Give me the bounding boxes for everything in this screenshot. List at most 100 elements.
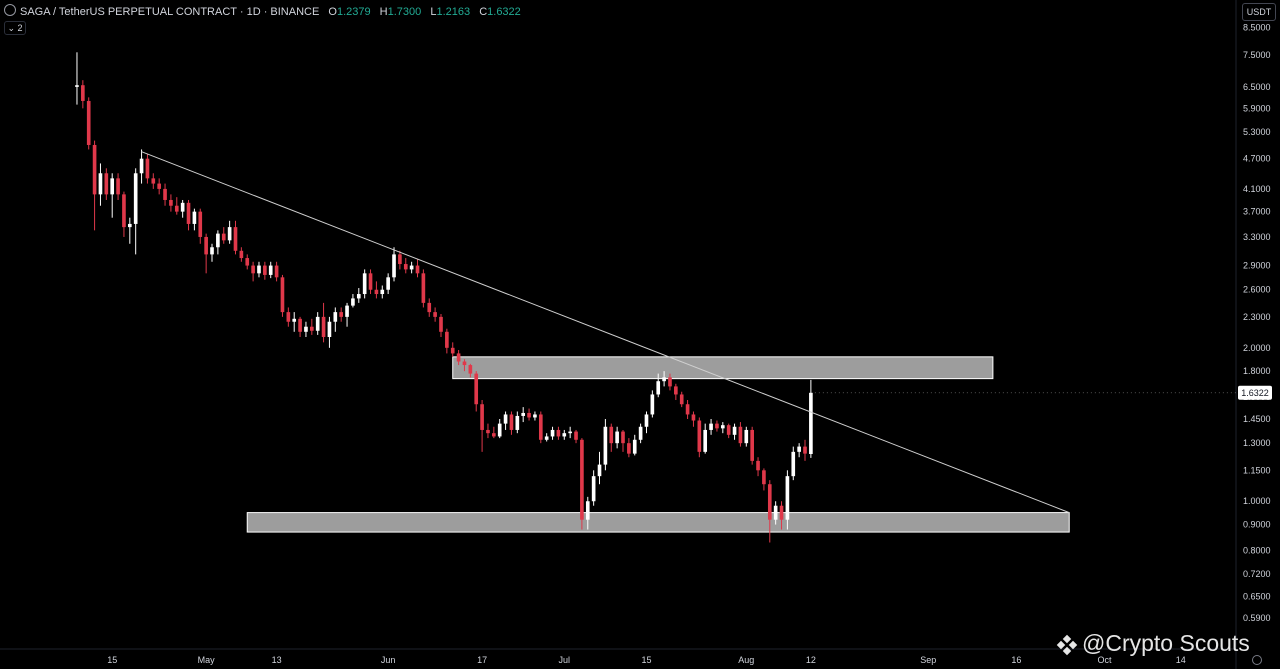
y-tick-label: 4.7000 [1243, 154, 1271, 164]
candle-body [386, 277, 390, 290]
candle [427, 298, 432, 317]
candle-body [174, 205, 179, 212]
candle [762, 468, 766, 491]
candle [656, 373, 661, 398]
candle [691, 411, 696, 427]
candle-body [139, 158, 144, 174]
candle-body [568, 431, 572, 434]
candle-body [697, 420, 702, 452]
candle [497, 418, 502, 439]
candle [756, 457, 760, 477]
candle-body [368, 273, 373, 290]
candle-body [157, 183, 161, 189]
x-tick-label: May [198, 655, 216, 665]
candle [315, 312, 320, 335]
candle [509, 411, 514, 435]
settings-icon[interactable] [1252, 655, 1262, 665]
candle [662, 371, 666, 387]
candle-body [609, 426, 614, 444]
candle [139, 149, 144, 184]
candle [339, 307, 343, 322]
y-tick-label: 2.0000 [1243, 343, 1271, 353]
x-tick-label: 17 [477, 655, 487, 665]
candle-body [292, 318, 297, 322]
candle [750, 426, 754, 465]
candle-body [227, 227, 232, 241]
candle-body [257, 265, 261, 274]
candle [709, 418, 713, 435]
candle [486, 423, 490, 439]
candle [274, 261, 279, 282]
candle-body [603, 426, 608, 465]
candle [310, 318, 314, 335]
candle-body [644, 414, 649, 427]
candle [268, 261, 273, 279]
candle-body [456, 353, 461, 362]
candle [785, 470, 790, 530]
candle-body [198, 211, 203, 237]
candle-body [398, 254, 402, 265]
candle [609, 423, 614, 452]
candle-body [738, 426, 743, 444]
candle [362, 269, 367, 299]
time-axis: 15 May 13 Jun 17 Jul 15 Aug 12 Sep 16 Oct 14 [0, 648, 1236, 665]
candle [603, 418, 608, 471]
candle-body [785, 476, 790, 520]
candle [638, 423, 643, 444]
candle-body [163, 188, 167, 200]
candle [186, 199, 191, 231]
x-tick-label: Jul [559, 655, 571, 665]
candle [574, 429, 578, 444]
candle [409, 261, 414, 274]
resistance-zone [452, 356, 994, 380]
y-tick-label: 3.7000 [1243, 207, 1271, 217]
candle [627, 438, 631, 458]
candle-body [180, 202, 185, 212]
x-tick-label: 13 [272, 655, 282, 665]
candle-body [127, 223, 132, 228]
candle [374, 281, 379, 299]
candle-body [409, 265, 414, 270]
candle [104, 168, 109, 200]
candle-body [403, 264, 408, 270]
candle-body [221, 233, 226, 241]
candle-body [650, 394, 655, 415]
candle [503, 411, 508, 430]
candle-body [656, 381, 661, 395]
candle-body [509, 414, 514, 430]
candle-body [433, 312, 437, 317]
candle [591, 470, 596, 506]
candle-body [732, 426, 737, 435]
candle-body [274, 265, 279, 278]
candle [632, 434, 637, 456]
candle-body [351, 298, 355, 306]
candle [615, 426, 619, 449]
candle [174, 197, 179, 215]
candle [468, 363, 473, 378]
candle [216, 230, 220, 255]
candle [450, 342, 455, 357]
candle-body [75, 85, 79, 87]
candle-body [210, 247, 214, 255]
indicators-collapse-button[interactable]: ⌄ 2 [4, 21, 26, 35]
symbol-title[interactable]: SAGA / TetherUS PERPETUAL CONTRACT · 1D … [20, 6, 320, 18]
y-tick-label: 2.9000 [1243, 261, 1271, 271]
candle-body [356, 294, 361, 299]
candle [380, 285, 385, 299]
currency-button[interactable]: USDT [1242, 3, 1276, 21]
candle-body [550, 429, 555, 437]
candle-body [621, 431, 625, 444]
y-tick-label: 2.6000 [1243, 285, 1271, 295]
x-tick-label: Aug [738, 655, 754, 665]
candle [462, 359, 467, 372]
candle-body [679, 394, 684, 405]
candle-body [691, 414, 696, 421]
candle [421, 269, 426, 308]
candle [732, 423, 737, 440]
candle [644, 411, 649, 434]
candle-body [192, 211, 197, 224]
y-tick-label: 1.8000 [1243, 366, 1271, 376]
candle [650, 390, 655, 418]
candle [538, 411, 543, 444]
